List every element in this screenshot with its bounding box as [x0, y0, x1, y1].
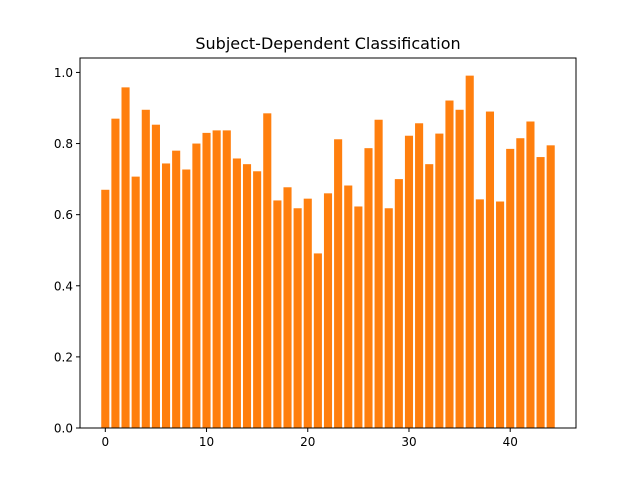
bar-29 — [394, 179, 403, 428]
bar-7 — [172, 150, 181, 428]
bar-38 — [485, 111, 495, 429]
bar-2 — [121, 87, 130, 429]
bar-12 — [222, 130, 231, 428]
y-axis-ticks: 0.0 0.2 0.4 0.6 0.8 1.0 — [54, 66, 80, 436]
bar-30 — [404, 135, 414, 429]
bar-8 — [182, 169, 191, 428]
y-tick-label-1.0: 1.0 — [54, 66, 73, 80]
bar-0 — [101, 189, 110, 428]
bar-16 — [263, 113, 272, 428]
bar-9 — [192, 143, 201, 429]
x-tick-label-40: 40 — [503, 435, 518, 449]
bar-17 — [273, 200, 282, 428]
bar-36 — [465, 75, 474, 428]
bar-43 — [536, 157, 545, 428]
x-tick-label-20: 20 — [300, 435, 315, 449]
bar-23 — [334, 139, 343, 428]
bar-40 — [506, 148, 515, 428]
bars-group — [101, 75, 555, 429]
bar-26 — [364, 148, 373, 429]
plot-frame — [79, 57, 577, 429]
y-tick-label-0.6: 0.6 — [54, 208, 73, 222]
x-axis-ticks: 0 10 20 30 40 — [101, 428, 518, 449]
y-tick-label-0.4: 0.4 — [54, 279, 73, 293]
bar-39 — [496, 201, 505, 428]
bar-15 — [253, 171, 262, 428]
bar-20 — [303, 198, 312, 428]
bar-14 — [242, 164, 252, 429]
bar-33 — [435, 133, 444, 428]
bar-25 — [354, 206, 363, 428]
bar-44 — [546, 145, 555, 428]
bar-19 — [293, 208, 302, 428]
bar-10 — [202, 132, 211, 428]
x-tick-label-10: 10 — [199, 435, 214, 449]
bar-27 — [374, 119, 383, 428]
bar-4 — [141, 109, 150, 429]
bar-3 — [131, 176, 140, 428]
y-tick-label-0.2: 0.2 — [54, 350, 73, 364]
x-tick-label-30: 30 — [401, 435, 416, 449]
bar-34 — [445, 100, 454, 428]
bar-21 — [313, 253, 322, 428]
bar-5 — [151, 124, 160, 428]
bar-1 — [111, 118, 120, 428]
bar-41 — [516, 138, 525, 428]
x-tick-label-0: 0 — [101, 435, 109, 449]
bar-13 — [232, 158, 241, 429]
bar-28 — [384, 208, 393, 428]
bar-35 — [455, 109, 464, 429]
chart-title: Subject-Dependent Classification — [195, 34, 460, 53]
bar-11 — [212, 130, 221, 428]
bar-32 — [425, 164, 434, 429]
bar-24 — [344, 185, 353, 428]
y-tick-label-0.8: 0.8 — [54, 137, 73, 151]
bar-18 — [283, 187, 292, 428]
bar-6 — [161, 163, 171, 428]
bar-37 — [475, 199, 484, 428]
bar-22 — [323, 193, 333, 428]
bar-42 — [526, 121, 535, 428]
bar-31 — [415, 123, 424, 428]
y-tick-label-0.0: 0.0 — [54, 422, 73, 436]
